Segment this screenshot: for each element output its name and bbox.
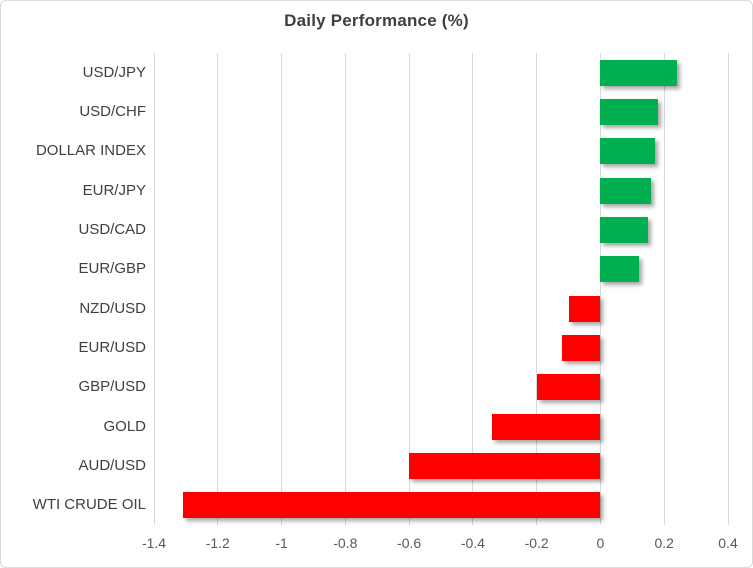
x-tick-label: 0.2: [654, 535, 674, 551]
category-label: AUD/USD: [78, 457, 146, 474]
x-tick-label: -1.4: [141, 535, 167, 551]
bar-nzd-usd: [568, 295, 601, 322]
gridline: [536, 53, 538, 525]
value-axis: -1.4 -1.2 -1 -0.8 -0.6 -0.4 -0.2 0 0.2 0.4: [142, 535, 738, 557]
x-tick-label: -0.4: [460, 535, 485, 551]
plot-area: [153, 53, 729, 525]
x-tick-label: -0.2: [524, 535, 549, 551]
x-tick-label: 0.4: [718, 535, 738, 551]
category-label: WTI CRUDE OIL: [32, 496, 146, 514]
gridline: [408, 53, 410, 525]
category-label: GOLD: [103, 417, 146, 435]
gridline: [281, 53, 283, 525]
gridline: [599, 53, 601, 525]
x-tick-label: -0.6: [397, 535, 422, 551]
category-label: USD/CAD: [78, 221, 146, 238]
gridline: [217, 53, 219, 525]
x-tick-label: -1.2: [205, 535, 230, 551]
bar-aud-usd: [409, 453, 601, 479]
bar-usd-chf: [600, 99, 658, 125]
bar-dollar-index: [600, 138, 655, 165]
bar-eur-jpy: [600, 177, 652, 204]
category-label: EUR/JPY: [82, 181, 146, 199]
chart-title: Daily Performance (%): [284, 11, 469, 30]
bar-wti-crude-oil: [182, 492, 601, 519]
category-label: EUR/GBP: [78, 260, 146, 278]
bar-usd-jpy: [600, 59, 677, 86]
bar-usd-cad: [600, 217, 649, 243]
gridline: [344, 53, 346, 525]
gridline: [472, 53, 474, 525]
bar-eur-usd: [562, 335, 601, 361]
category-label: EUR/USD: [78, 339, 146, 356]
bar-gold: [492, 413, 601, 440]
x-tick-label: 0: [596, 535, 605, 551]
gridline: [727, 53, 729, 525]
category-label: NZD/USD: [79, 299, 146, 317]
bar-eur-gbp: [600, 256, 639, 283]
gridline: [663, 53, 665, 525]
gridline: [153, 53, 155, 525]
category-axis-labels: USD/JPY USD/CHF DOLLAR INDEX EUR/JPY USD/CAD…: [1, 53, 146, 525]
x-tick-label: -0.8: [333, 535, 358, 551]
category-label: USD/CHF: [79, 103, 146, 120]
category-label: USD/JPY: [82, 63, 146, 81]
category-label: GBP/USD: [78, 378, 146, 396]
bar-gbp-usd: [536, 374, 601, 401]
x-tick-label: -1: [275, 535, 288, 551]
category-label: DOLLAR INDEX: [35, 142, 146, 160]
